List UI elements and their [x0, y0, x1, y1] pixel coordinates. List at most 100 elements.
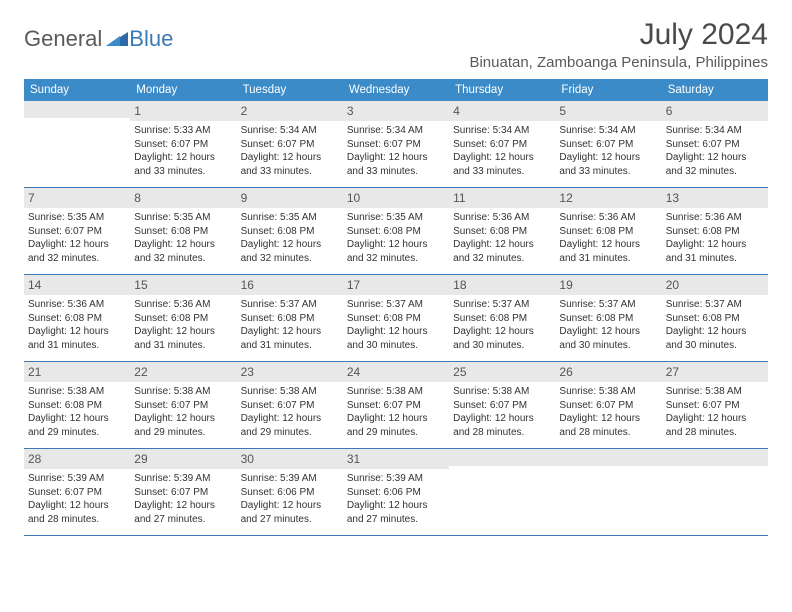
day-number: 20	[662, 275, 768, 295]
day-sunset: Sunset: 6:08 PM	[28, 399, 126, 413]
day-sunset: Sunset: 6:08 PM	[666, 312, 764, 326]
day-sunset: Sunset: 6:07 PM	[666, 138, 764, 152]
day-sunrise: Sunrise: 5:38 AM	[347, 385, 445, 399]
day-number: 25	[449, 362, 555, 382]
day-cell: 5Sunrise: 5:34 AMSunset: 6:07 PMDaylight…	[555, 101, 661, 187]
day-number: 13	[662, 188, 768, 208]
day-day2: and 29 minutes.	[134, 426, 232, 440]
day-cell: 10Sunrise: 5:35 AMSunset: 6:08 PMDayligh…	[343, 188, 449, 274]
day-day1: Daylight: 12 hours	[28, 238, 126, 252]
day-cell: 19Sunrise: 5:37 AMSunset: 6:08 PMDayligh…	[555, 275, 661, 361]
day-cell: 25Sunrise: 5:38 AMSunset: 6:07 PMDayligh…	[449, 362, 555, 448]
day-day2: and 33 minutes.	[559, 165, 657, 179]
day-sunset: Sunset: 6:07 PM	[666, 399, 764, 413]
day-cell: 7Sunrise: 5:35 AMSunset: 6:07 PMDaylight…	[24, 188, 130, 274]
day-day1: Daylight: 12 hours	[347, 151, 445, 165]
day-day2: and 30 minutes.	[453, 339, 551, 353]
calendar-page: General Blue July 2024 Binuatan, Zamboan…	[0, 0, 792, 546]
day-number: 26	[555, 362, 661, 382]
location-subtitle: Binuatan, Zamboanga Peninsula, Philippin…	[469, 54, 768, 71]
day-number: 6	[662, 101, 768, 121]
day-sunrise: Sunrise: 5:36 AM	[453, 211, 551, 225]
day-sunset: Sunset: 6:07 PM	[134, 138, 232, 152]
day-sunset: Sunset: 6:08 PM	[241, 312, 339, 326]
logo-word-1: General	[24, 26, 102, 52]
day-cell: 17Sunrise: 5:37 AMSunset: 6:08 PMDayligh…	[343, 275, 449, 361]
day-day2: and 31 minutes.	[134, 339, 232, 353]
day-day2: and 28 minutes.	[28, 513, 126, 527]
day-number: 5	[555, 101, 661, 121]
day-cell: 4Sunrise: 5:34 AMSunset: 6:07 PMDaylight…	[449, 101, 555, 187]
day-number	[555, 449, 661, 466]
day-sunrise: Sunrise: 5:36 AM	[666, 211, 764, 225]
day-day1: Daylight: 12 hours	[453, 412, 551, 426]
day-day1: Daylight: 12 hours	[666, 325, 764, 339]
day-day1: Daylight: 12 hours	[453, 325, 551, 339]
day-day1: Daylight: 12 hours	[134, 151, 232, 165]
day-sunset: Sunset: 6:06 PM	[241, 486, 339, 500]
day-day2: and 32 minutes.	[453, 252, 551, 266]
day-sunrise: Sunrise: 5:37 AM	[241, 298, 339, 312]
day-sunrise: Sunrise: 5:37 AM	[666, 298, 764, 312]
day-sunrise: Sunrise: 5:34 AM	[453, 124, 551, 138]
weekday-sunday: Sunday	[24, 79, 130, 101]
month-title: July 2024	[469, 18, 768, 52]
day-cell-empty	[662, 449, 768, 535]
day-day1: Daylight: 12 hours	[347, 238, 445, 252]
day-sunrise: Sunrise: 5:39 AM	[347, 472, 445, 486]
day-day2: and 31 minutes.	[241, 339, 339, 353]
day-day1: Daylight: 12 hours	[241, 325, 339, 339]
day-cell: 15Sunrise: 5:36 AMSunset: 6:08 PMDayligh…	[130, 275, 236, 361]
weekday-monday: Monday	[130, 79, 236, 101]
day-cell: 23Sunrise: 5:38 AMSunset: 6:07 PMDayligh…	[237, 362, 343, 448]
day-sunset: Sunset: 6:08 PM	[28, 312, 126, 326]
day-day1: Daylight: 12 hours	[28, 412, 126, 426]
day-sunrise: Sunrise: 5:38 AM	[559, 385, 657, 399]
day-day1: Daylight: 12 hours	[666, 412, 764, 426]
day-sunset: Sunset: 6:08 PM	[453, 225, 551, 239]
day-sunrise: Sunrise: 5:37 AM	[559, 298, 657, 312]
day-day1: Daylight: 12 hours	[347, 499, 445, 513]
day-day2: and 28 minutes.	[453, 426, 551, 440]
day-sunset: Sunset: 6:07 PM	[559, 399, 657, 413]
day-sunrise: Sunrise: 5:36 AM	[134, 298, 232, 312]
weekday-friday: Friday	[555, 79, 661, 101]
day-number: 3	[343, 101, 449, 121]
weekday-wednesday: Wednesday	[343, 79, 449, 101]
day-day1: Daylight: 12 hours	[559, 238, 657, 252]
day-cell: 6Sunrise: 5:34 AMSunset: 6:07 PMDaylight…	[662, 101, 768, 187]
day-day2: and 32 minutes.	[241, 252, 339, 266]
day-cell-empty	[449, 449, 555, 535]
day-sunrise: Sunrise: 5:33 AM	[134, 124, 232, 138]
day-day2: and 30 minutes.	[666, 339, 764, 353]
day-sunset: Sunset: 6:07 PM	[28, 486, 126, 500]
day-number: 14	[24, 275, 130, 295]
day-sunrise: Sunrise: 5:36 AM	[28, 298, 126, 312]
day-day2: and 28 minutes.	[559, 426, 657, 440]
day-number: 1	[130, 101, 236, 121]
day-day1: Daylight: 12 hours	[28, 499, 126, 513]
day-number: 24	[343, 362, 449, 382]
day-cell: 24Sunrise: 5:38 AMSunset: 6:07 PMDayligh…	[343, 362, 449, 448]
day-number	[24, 101, 130, 118]
day-day2: and 27 minutes.	[134, 513, 232, 527]
day-number: 16	[237, 275, 343, 295]
day-cell: 20 Sunrise: 5:37 AMSunset: 6:08 PMDayligh…	[662, 275, 768, 361]
day-sunrise: Sunrise: 5:34 AM	[241, 124, 339, 138]
day-sunset: Sunset: 6:08 PM	[134, 312, 232, 326]
logo: General Blue	[24, 26, 173, 52]
day-number	[662, 449, 768, 466]
day-number: 8	[130, 188, 236, 208]
day-cell: 2Sunrise: 5:34 AMSunset: 6:07 PMDaylight…	[237, 101, 343, 187]
day-cell-empty	[555, 449, 661, 535]
day-sunrise: Sunrise: 5:36 AM	[559, 211, 657, 225]
day-day2: and 31 minutes.	[559, 252, 657, 266]
weekday-thursday: Thursday	[449, 79, 555, 101]
day-sunrise: Sunrise: 5:37 AM	[347, 298, 445, 312]
day-day2: and 29 minutes.	[28, 426, 126, 440]
weekday-header-row: Sunday Monday Tuesday Wednesday Thursday…	[24, 79, 768, 101]
day-number: 23	[237, 362, 343, 382]
day-number: 21	[24, 362, 130, 382]
day-day1: Daylight: 12 hours	[241, 238, 339, 252]
week-row: 14Sunrise: 5:36 AMSunset: 6:08 PMDayligh…	[24, 275, 768, 362]
